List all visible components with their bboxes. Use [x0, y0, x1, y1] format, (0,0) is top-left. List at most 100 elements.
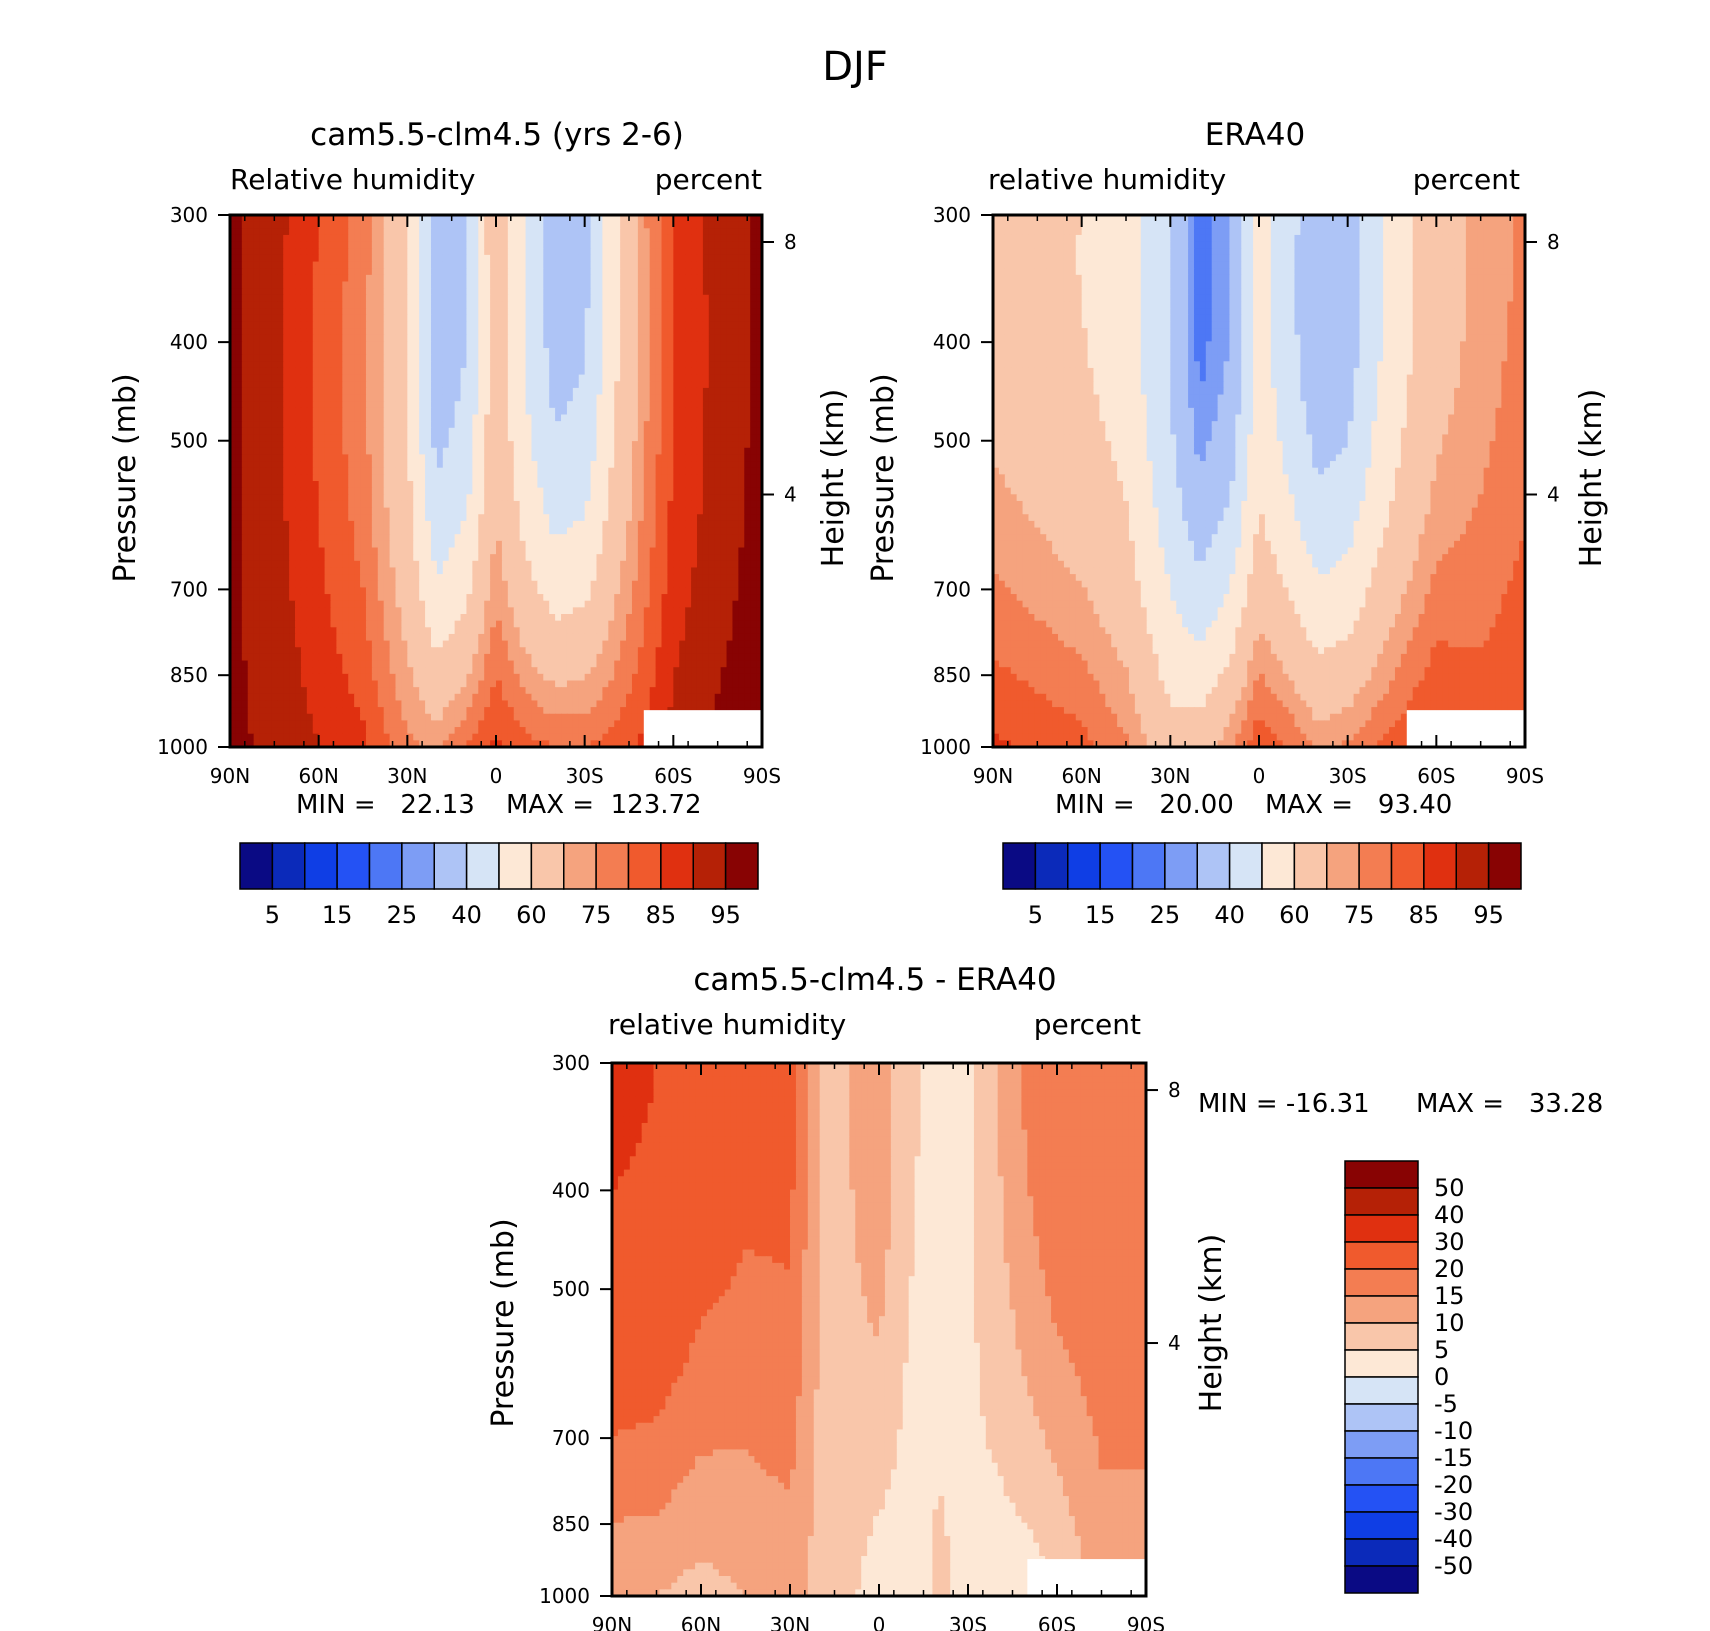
field-cell	[348, 454, 355, 461]
field-cell	[425, 434, 432, 441]
field-cell	[543, 282, 550, 289]
field-cell	[727, 268, 734, 275]
field-cell	[496, 494, 503, 501]
field-cell	[360, 574, 367, 581]
field-cell	[443, 381, 450, 388]
field-cell	[662, 534, 669, 541]
field-cell	[679, 448, 686, 455]
field-cell	[549, 388, 556, 395]
field-cell	[502, 415, 509, 422]
field-cell	[585, 328, 592, 335]
field-cell	[336, 228, 343, 235]
field-cell	[390, 355, 397, 362]
field-cell	[567, 308, 574, 315]
field-cell	[484, 335, 491, 342]
field-cell	[313, 514, 320, 521]
field-cell	[585, 508, 592, 515]
field-cell	[502, 494, 509, 501]
field-cell	[644, 548, 651, 555]
field-cell	[626, 567, 633, 574]
field-cell	[667, 408, 674, 415]
field-cell	[537, 361, 544, 368]
field-cell	[602, 548, 609, 555]
field-cell	[744, 315, 751, 322]
field-cell	[301, 282, 308, 289]
field-cell	[608, 488, 615, 495]
field-cell	[602, 441, 609, 448]
field-cell	[354, 401, 361, 408]
field-cell	[721, 488, 728, 495]
field-cell	[378, 395, 385, 402]
field-cell	[738, 528, 745, 535]
field-cell	[738, 341, 745, 348]
field-cell	[514, 308, 521, 315]
field-cell	[348, 308, 355, 315]
field-cell	[549, 355, 556, 362]
field-cell	[591, 388, 598, 395]
field-cell	[561, 434, 568, 441]
field-cell	[313, 301, 320, 308]
field-cell	[744, 301, 751, 308]
field-cell	[313, 282, 320, 289]
field-cell	[662, 401, 669, 408]
field-cell	[301, 375, 308, 382]
field-cell	[330, 381, 337, 388]
field-cell	[478, 248, 485, 255]
field-cell	[348, 508, 355, 515]
field-cell	[496, 395, 503, 402]
field-cell	[608, 474, 615, 481]
field-cell	[691, 361, 698, 368]
field-cell	[650, 348, 657, 355]
field-cell	[514, 468, 521, 475]
field-cell	[466, 574, 473, 581]
field-cell	[342, 328, 349, 335]
field-cell	[632, 355, 639, 362]
field-cell	[490, 308, 497, 315]
field-cell	[372, 381, 379, 388]
field-cell	[667, 461, 674, 468]
field-cell	[602, 321, 609, 328]
field-cell	[478, 501, 485, 508]
field-cell	[384, 468, 391, 475]
field-cell	[330, 468, 337, 475]
field-cell	[396, 428, 403, 435]
field-cell	[478, 408, 485, 415]
field-cell	[537, 335, 544, 342]
field-cell	[715, 348, 722, 355]
field-cell	[478, 255, 485, 262]
field-cell	[596, 348, 603, 355]
field-cell	[242, 315, 249, 322]
field-cell	[242, 388, 249, 395]
field-cell	[703, 488, 710, 495]
field-cell	[325, 421, 332, 428]
field-cell	[620, 228, 627, 235]
field-cell	[626, 401, 633, 408]
field-cell	[419, 268, 426, 275]
field-cell	[732, 548, 739, 555]
field-cell	[750, 308, 757, 315]
field-cell	[626, 474, 633, 481]
field-cell	[732, 275, 739, 282]
field-cell	[732, 461, 739, 468]
field-cell	[715, 554, 722, 561]
field-cell	[691, 395, 698, 402]
field-cell	[325, 528, 332, 535]
field-cell	[490, 341, 497, 348]
field-cell	[573, 574, 580, 581]
field-cell	[271, 355, 278, 362]
field-cell	[384, 415, 391, 422]
field-cell	[407, 295, 414, 302]
field-cell	[549, 255, 556, 262]
field-cell	[549, 301, 556, 308]
field-cell	[732, 228, 739, 235]
field-cell	[271, 468, 278, 475]
field-cell	[585, 554, 592, 561]
field-cell	[561, 474, 568, 481]
field-cell	[709, 308, 716, 315]
field-cell	[360, 288, 367, 295]
field-cell	[437, 548, 444, 555]
field-cell	[437, 335, 444, 342]
field-cell	[325, 315, 332, 322]
field-cell	[407, 434, 414, 441]
field-cell	[632, 341, 639, 348]
